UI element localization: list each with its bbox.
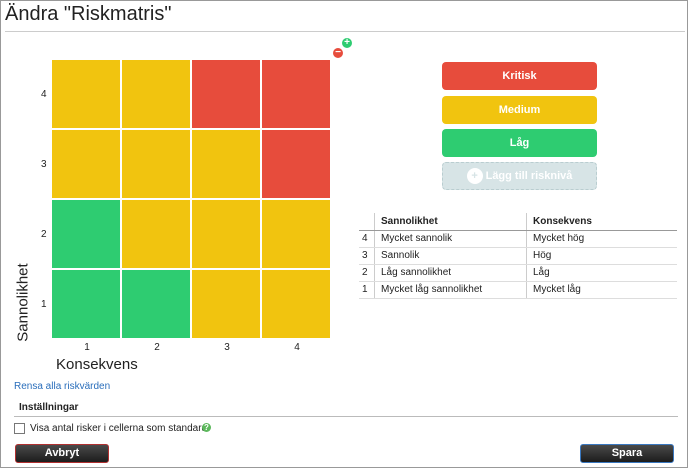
row-border bbox=[359, 264, 677, 265]
table-cell: Låg bbox=[526, 265, 678, 281]
add-column-icon[interactable]: + bbox=[342, 38, 352, 48]
settings-title: Inställningar bbox=[19, 402, 79, 413]
y-tick-label: 2 bbox=[41, 229, 47, 240]
matrix-cell[interactable] bbox=[262, 130, 330, 198]
remove-column-icon[interactable]: − bbox=[333, 48, 343, 58]
matrix-cell[interactable] bbox=[122, 200, 190, 268]
row-border bbox=[359, 298, 677, 299]
matrix-cell[interactable] bbox=[122, 130, 190, 198]
checkbox-label: Visa antal risker i cellerna som standar… bbox=[30, 423, 208, 434]
matrix-cell[interactable] bbox=[52, 200, 120, 268]
plus-icon: + bbox=[466, 168, 483, 185]
x-tick-label: 3 bbox=[224, 342, 230, 353]
matrix-cell[interactable] bbox=[52, 130, 120, 198]
risk-level-button[interactable]: Låg bbox=[442, 129, 597, 157]
row-border bbox=[359, 247, 677, 248]
matrix-cell[interactable] bbox=[192, 130, 260, 198]
table-cell: Mycket låg bbox=[526, 282, 678, 298]
table-cell: 1 bbox=[362, 284, 368, 295]
table-cell: 4 bbox=[362, 233, 368, 244]
column-header: Konsekvens bbox=[526, 213, 678, 230]
y-axis-label: Sannolikhet bbox=[14, 263, 32, 342]
clear-link[interactable]: Rensa alla riskvärden bbox=[14, 381, 111, 392]
table-cell: Sannolik bbox=[374, 248, 527, 264]
x-axis-label: Konsekvens bbox=[56, 356, 138, 373]
risk-level-button[interactable]: Medium bbox=[442, 96, 597, 124]
table-cell: Mycket sannolik bbox=[374, 231, 527, 247]
x-tick-label: 4 bbox=[294, 342, 300, 353]
matrix-cell[interactable] bbox=[262, 200, 330, 268]
save-button[interactable]: Spara bbox=[580, 444, 674, 463]
matrix-cell[interactable] bbox=[262, 60, 330, 128]
table-cell: Hög bbox=[526, 248, 678, 264]
table-cell: 2 bbox=[362, 267, 368, 278]
matrix-cell[interactable] bbox=[122, 270, 190, 338]
table-cell: Mycket låg sannolikhet bbox=[374, 282, 527, 298]
matrix-cell[interactable] bbox=[192, 60, 260, 128]
help-icon[interactable]: ? bbox=[202, 423, 211, 432]
settings-divider bbox=[14, 416, 678, 417]
y-tick-label: 3 bbox=[41, 159, 47, 170]
y-tick-label: 1 bbox=[41, 299, 47, 310]
divider bbox=[5, 31, 685, 32]
matrix-cell[interactable] bbox=[192, 270, 260, 338]
checkbox[interactable] bbox=[14, 423, 25, 434]
risk-matrix bbox=[51, 59, 333, 341]
table-cell: Låg sannolikhet bbox=[374, 265, 527, 281]
cancel-button[interactable]: Avbryt bbox=[15, 444, 109, 463]
x-tick-label: 1 bbox=[84, 342, 90, 353]
x-tick-label: 2 bbox=[154, 342, 160, 353]
matrix-cell[interactable] bbox=[52, 270, 120, 338]
header-border bbox=[359, 230, 677, 231]
risk-level-button[interactable]: Kritisk bbox=[442, 62, 597, 90]
add-level-button[interactable]: + Lägg till risknivå bbox=[442, 162, 597, 190]
column-header: Sannolikhet bbox=[374, 213, 527, 230]
matrix-cell[interactable] bbox=[122, 60, 190, 128]
table-cell: Mycket hög bbox=[526, 231, 678, 247]
y-tick-label: 4 bbox=[41, 89, 47, 100]
add-level-label: Lägg till risknivå bbox=[485, 170, 573, 182]
matrix-cell[interactable] bbox=[52, 60, 120, 128]
table-cell: 3 bbox=[362, 250, 368, 261]
matrix-cell[interactable] bbox=[192, 200, 260, 268]
matrix-cell[interactable] bbox=[262, 270, 330, 338]
title: Ändra "Riskmatris" bbox=[5, 3, 172, 25]
row-border bbox=[359, 281, 677, 282]
